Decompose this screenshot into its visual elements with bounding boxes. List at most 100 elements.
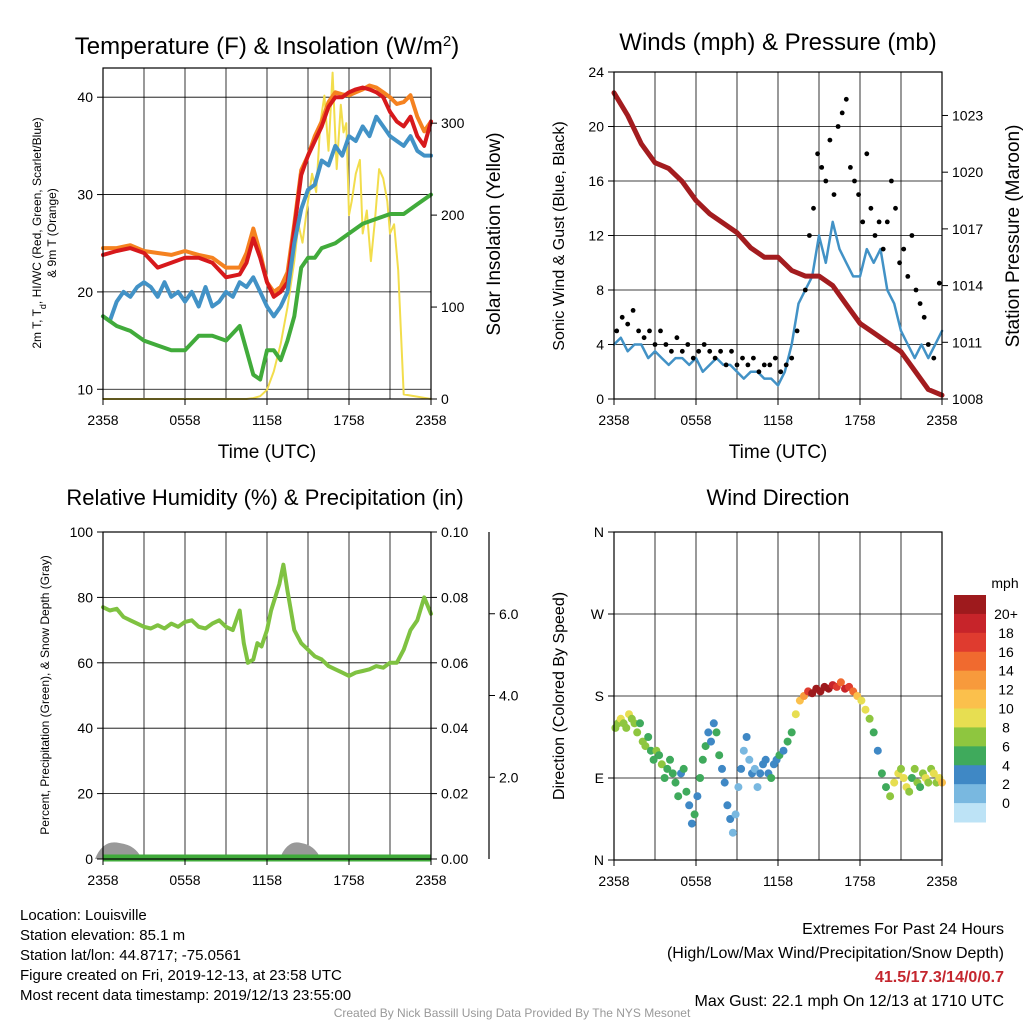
speed-legend-label: 8: [1002, 719, 1010, 735]
y-tick-label: N: [594, 524, 604, 540]
wind-direction-point: [641, 742, 650, 751]
speed-legend-label: 12: [998, 682, 1014, 698]
y2-tick-label: 1023: [952, 107, 983, 123]
wind-direction-point: [865, 714, 874, 723]
gust-point: [880, 246, 886, 252]
wind-direction-point: [767, 774, 776, 782]
wind-direction-point: [663, 764, 672, 773]
y-tick-label: 20: [77, 284, 93, 300]
gust-point: [909, 233, 915, 238]
y2-tick-label: 0.10: [441, 524, 468, 540]
sonic-wind-line: [612, 220, 944, 387]
speed-legend-label: 0: [1002, 795, 1010, 811]
wind-direction-point: [886, 792, 895, 801]
gust-point: [843, 96, 849, 102]
wind-direction-ylabel: Direction (Colored By Speed): [551, 592, 568, 800]
temperature-panel: Temperature (F) & Insolation (W/m2) 2358…: [30, 33, 505, 464]
gust-point: [663, 342, 669, 347]
wind-direction-point: [783, 737, 792, 746]
wind-direction-point: [704, 728, 713, 737]
wind-direction-point: [685, 801, 694, 810]
gust-point: [864, 151, 870, 157]
y2-tick-label: 1014: [952, 278, 983, 294]
wind-direction-point: [728, 828, 737, 837]
gust-point: [690, 355, 696, 361]
wind-direction-point: [715, 751, 724, 760]
y-tick-label: 40: [77, 720, 93, 736]
y2-tick-label: 0: [441, 391, 449, 407]
gust-point: [921, 314, 927, 320]
speed-legend-swatch: [954, 765, 986, 785]
y-tick-label: 20: [588, 119, 604, 135]
wind-direction-point: [873, 746, 882, 755]
gust-point: [884, 219, 890, 225]
gust-point: [723, 362, 729, 368]
wind-direction-point: [679, 764, 688, 773]
x-tick-label: 1158: [763, 412, 793, 428]
x-tick-label: 1758: [333, 872, 364, 888]
wind-direction-point: [655, 751, 664, 760]
winds-grid: [613, 71, 943, 400]
y2-tick-label: 0.08: [441, 589, 468, 605]
speed-legend-title: mph: [991, 575, 1018, 591]
gust-point: [815, 151, 820, 157]
wind-direction-point: [869, 728, 878, 737]
speed-legend-swatch: [954, 803, 986, 823]
temperature-grid: [102, 68, 432, 399]
wind-direction-point: [836, 678, 845, 687]
gust-point: [835, 124, 841, 129]
wind-direction-point: [709, 719, 718, 728]
gust-point: [619, 314, 625, 320]
temperature-series-line-2: [101, 85, 433, 299]
gust-point: [712, 355, 718, 361]
wind-direction-point: [899, 774, 908, 782]
gust-point: [831, 192, 837, 198]
snow-depth-tick-label: 2.0: [499, 769, 519, 785]
y2-tick-label: 0.02: [441, 786, 468, 802]
figure-created: Figure created on Fri, 2019-12-13, at 23…: [20, 967, 342, 984]
gust-point: [856, 192, 861, 198]
wind-direction-point: [630, 719, 639, 728]
y-tick-label: E: [595, 770, 604, 786]
x-tick-label: 1158: [252, 412, 282, 428]
gust-point: [707, 348, 713, 354]
gust-point: [860, 219, 866, 225]
y-tick-label: 100: [70, 524, 94, 540]
y2-tick-label: 1011: [952, 334, 982, 350]
x-tick-label: 0558: [169, 872, 200, 888]
wind-direction-point: [649, 755, 658, 764]
x-tick-label: 1758: [844, 873, 875, 889]
gust-point: [789, 355, 795, 361]
y2-tick-label: 0.00: [441, 851, 468, 867]
temperature-series-line-3: [101, 114, 433, 324]
gust-point: [701, 342, 707, 347]
y-tick-label: 60: [77, 655, 93, 671]
wind-direction-point: [929, 769, 938, 778]
wind-direction-grid: [613, 531, 943, 861]
x-tick-label: 1158: [763, 873, 793, 889]
wind-direction-point: [761, 755, 770, 764]
extremes-subtitle: (High/Low/Max Wind/Precipitation/Snow De…: [666, 945, 1004, 962]
wind-direction-point: [905, 787, 914, 796]
gust-point: [751, 355, 756, 361]
speed-legend-swatch: [954, 670, 986, 691]
gust-point: [897, 260, 902, 266]
wind-direction-point: [674, 792, 683, 801]
wind-direction-point: [723, 801, 732, 810]
gust-point: [802, 287, 808, 293]
gust-point: [718, 348, 723, 354]
wind-direction-point: [657, 760, 666, 769]
gust-point: [823, 178, 829, 184]
gust-point: [625, 321, 631, 327]
gust-point: [641, 335, 647, 341]
speed-legend-swatch: [954, 727, 986, 747]
wind-direction-point: [756, 769, 765, 778]
wind-direction-point: [737, 764, 746, 773]
y-tick-label: 20: [77, 786, 93, 802]
speed-legend-swatch: [954, 613, 986, 634]
gust-point: [636, 328, 641, 334]
speed-legend-label: 14: [998, 663, 1014, 679]
wind-direction-point: [720, 778, 729, 787]
x-tick-label: 2358: [926, 873, 957, 889]
